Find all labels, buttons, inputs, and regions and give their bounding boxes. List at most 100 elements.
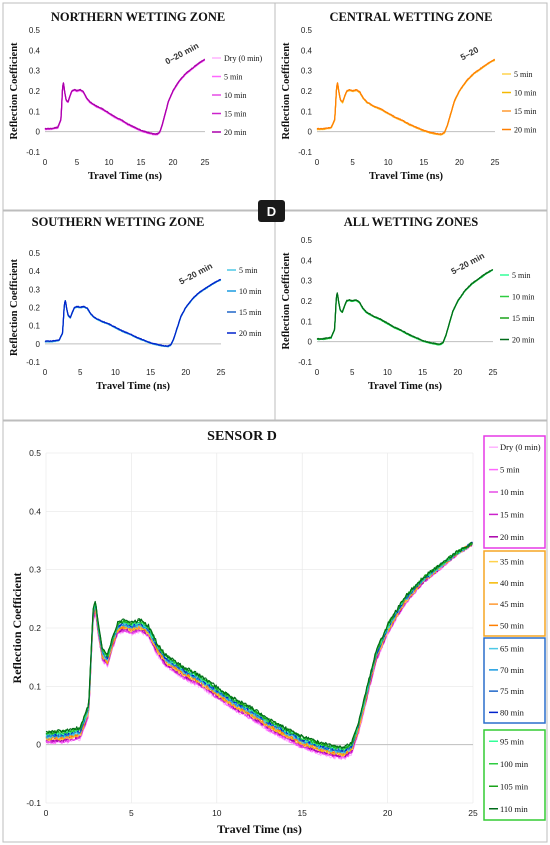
y-tick-label: 0.5 [301, 236, 313, 245]
legend-label: 15 min [224, 110, 246, 119]
panel-badge-label: D [267, 204, 276, 219]
chart-annotation: 5–20 [459, 44, 481, 62]
legend-label: 110 min [500, 804, 529, 814]
x-tick-label: 25 [201, 158, 210, 167]
legend-item: 110 min [489, 804, 529, 814]
x-tick-label: 15 [137, 158, 146, 167]
chart-title: SENSOR D [207, 429, 277, 444]
panel-badge: D [258, 200, 285, 222]
chart-title: SOUTHERN WETTING ZONE [32, 215, 205, 229]
legend-item: Dry (0 min) [212, 54, 263, 63]
legend-item: 65 min [489, 644, 525, 654]
y-tick-label: 0.2 [29, 304, 41, 313]
legend-label: 20 min [224, 128, 246, 137]
legend-item: 40 min [489, 578, 525, 588]
legend-item: 15 min [489, 509, 525, 519]
y-tick-label: 0.3 [29, 285, 41, 294]
y-axis-label: Reflection Coefficient [281, 252, 292, 350]
y-tick-label: 0.2 [301, 87, 313, 96]
y-tick-label: 0.2 [301, 297, 313, 306]
y-tick-label: -0.1 [26, 798, 41, 808]
x-tick-label: 15 [418, 368, 427, 377]
series-line [316, 268, 494, 345]
legend-item: 15 min [227, 308, 261, 317]
y-tick-label: -0.1 [26, 148, 40, 157]
x-tick-label: 25 [217, 368, 226, 377]
x-tick-label: 20 [181, 368, 190, 377]
legend-item: 5 min [500, 271, 530, 280]
y-tick-label: 0.2 [29, 623, 41, 633]
chart-annotation: 5–20 min [449, 250, 486, 276]
panel-border [274, 2, 548, 211]
x-axis-label: Travel Time (ns) [88, 171, 163, 182]
legend-label: 80 min [500, 707, 525, 717]
legend-item: 35 min [489, 557, 525, 567]
x-tick-label: 25 [491, 158, 500, 167]
legend-item: 10 min [502, 89, 536, 98]
legend-item: 20 min [502, 126, 536, 135]
legend-label: 95 min [500, 736, 525, 746]
legend-label: 10 min [500, 487, 525, 497]
x-axis-label: Travel Time (ns) [96, 381, 171, 392]
x-axis-label: Travel Time (ns) [217, 822, 302, 836]
legend-label: 15 min [514, 107, 536, 116]
legend-label: 10 min [514, 89, 536, 98]
legend-label: Dry (0 min) [224, 54, 263, 63]
x-tick-label: 25 [489, 368, 498, 377]
y-tick-label: 0.3 [301, 67, 313, 76]
legend-item: 10 min [489, 487, 525, 497]
x-tick-label: 15 [297, 808, 307, 818]
legend-item: 75 min [489, 686, 525, 696]
legend-label: 50 min [500, 620, 525, 630]
x-tick-label: 20 [169, 158, 178, 167]
legend-item: 5 min [489, 465, 520, 475]
chart-sensor: SENSOR D-0.100.10.20.30.40.50 5 10 15 20 25Tr… [2, 420, 548, 843]
y-tick-label: 0.4 [29, 46, 41, 55]
x-tick-label: 25 [468, 808, 478, 818]
legend-item: 15 min [502, 107, 536, 116]
x-tick-label: 10 [212, 808, 222, 818]
legend-item: 20 min [212, 128, 246, 137]
y-tick-label: 0 [36, 128, 41, 137]
x-tick-label: 10 [105, 158, 114, 167]
legend-label: 20 min [239, 329, 261, 338]
y-tick-label: -0.1 [298, 148, 312, 157]
series-line [316, 58, 496, 135]
chart-title: NORTHERN WETTING ZONE [51, 10, 225, 24]
legend-item: 15 min [500, 314, 534, 323]
x-tick-label: 5 [75, 158, 80, 167]
y-tick-label: 0.4 [301, 46, 313, 55]
y-axis-label: Reflection Coefficient [10, 573, 24, 684]
chart-title: ALL WETTING ZONES [344, 215, 479, 229]
legend-label: 20 min [514, 126, 536, 135]
chart-title: CENTRAL WETTING ZONE [329, 10, 492, 24]
chart-central: CENTRAL WETTING ZONE-0.100.10.20.30.40.5… [274, 2, 548, 211]
x-tick-label: 15 [419, 158, 428, 167]
legend-item: 95 min [489, 736, 525, 746]
legend-label: 5 min [514, 70, 532, 79]
y-axis-label: Reflection Coefficient [9, 258, 20, 356]
legend-label: 5 min [239, 266, 257, 275]
y-tick-label: 0.5 [29, 249, 41, 258]
legend-label: 10 min [224, 91, 246, 100]
y-tick-label: 0.3 [301, 277, 313, 286]
legend-label: 105 min [500, 781, 529, 791]
y-tick-label: 0.1 [29, 681, 41, 691]
legend-label: 20 min [500, 532, 525, 542]
chart-north: NORTHERN WETTING ZONE-0.100.10.20.30.40.… [2, 2, 276, 211]
legend-label: 15 min [500, 509, 525, 519]
legend-item: 20 min [227, 329, 261, 338]
legend-label: 5 min [500, 465, 520, 475]
legend-item: 45 min [489, 599, 525, 609]
y-tick-label: 0.1 [29, 322, 41, 331]
y-tick-label: 0.3 [29, 565, 41, 575]
y-axis-label: Reflection Coefficient [281, 42, 292, 140]
legend-label: 20 min [512, 336, 534, 345]
legend-item: 5 min [502, 70, 532, 79]
y-tick-label: 0.2 [29, 87, 41, 96]
legend-item: 80 min [489, 707, 525, 717]
legend-label: 100 min [500, 759, 529, 769]
legend-item: 50 min [489, 620, 525, 630]
x-tick-label: 5 [129, 808, 134, 818]
legend-label: 15 min [239, 308, 261, 317]
